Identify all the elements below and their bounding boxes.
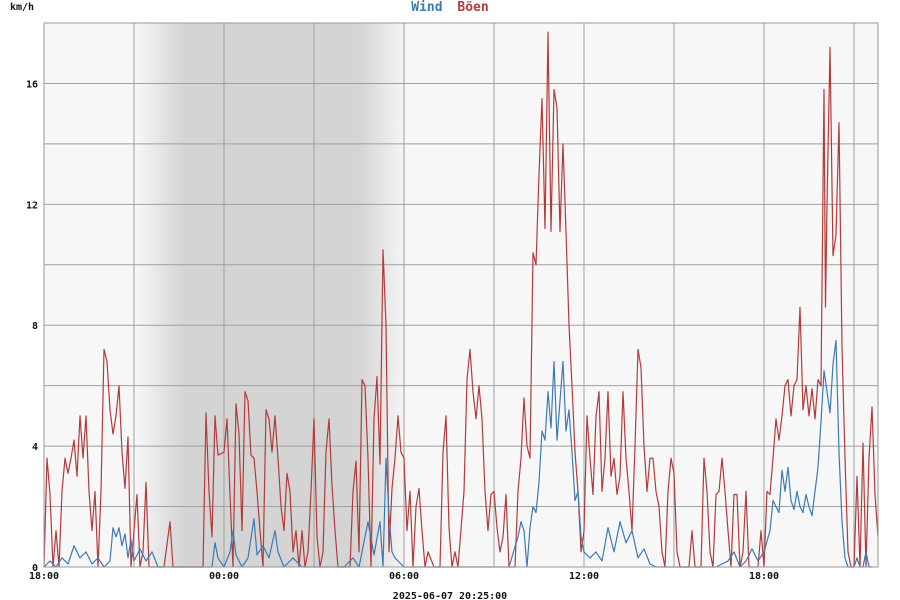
- x-tick-label: 06:00: [389, 571, 419, 582]
- x-tick-label: 12:00: [569, 571, 599, 582]
- series-line-gusts: [43, 31, 879, 568]
- y-tick-label: 0: [32, 563, 38, 574]
- title-wind: Wind: [411, 0, 442, 15]
- title-gusts: Böen: [457, 0, 488, 15]
- y-tick-label: 8: [32, 321, 38, 332]
- y-tick-label: 16: [26, 79, 38, 90]
- y-axis-unit: km/h: [10, 2, 34, 13]
- x-tick-label: 18:00: [749, 571, 779, 582]
- tick-labels: 0 4 8 12 16 18:00 00:00 06:00 12:00 18:00: [26, 79, 779, 582]
- x-tick-label: 00:00: [209, 571, 239, 582]
- x-tick-label: 18:00: [29, 571, 59, 582]
- night-shading: [135, 23, 407, 567]
- y-tick-label: 4: [32, 442, 38, 453]
- grid-lines: [44, 23, 878, 567]
- chart-title: Wind Böen: [411, 0, 488, 15]
- plot-frame: [43, 22, 879, 568]
- y-tick-label: 12: [26, 200, 38, 211]
- timestamp-footer: 2025-06-07 20:25:00: [393, 591, 507, 600]
